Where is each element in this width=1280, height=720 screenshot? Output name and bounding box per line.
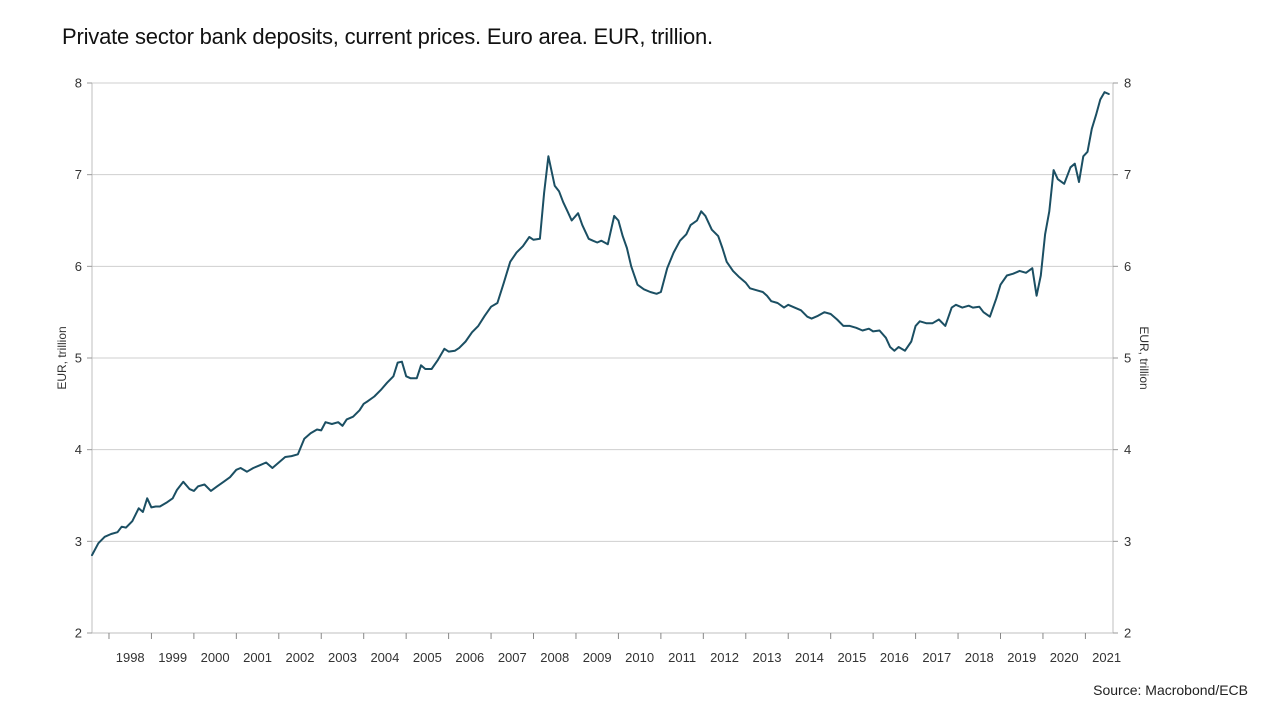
x-tick-label: 2012 — [710, 650, 739, 665]
gridlines — [92, 82, 1113, 542]
source-note: Source: Macrobond/ECB — [1093, 682, 1248, 698]
x-tick-label: 2005 — [413, 650, 442, 665]
x-tick-label: 1999 — [158, 650, 187, 665]
x-tick-label: 1998 — [116, 650, 145, 665]
x-tick-label: 2017 — [922, 650, 951, 665]
x-tick-label: 2003 — [328, 650, 357, 665]
x-tick-label: 2020 — [1050, 650, 1079, 665]
y-axis-left-ticks: 2 3 4 5 6 7 8 — [75, 76, 92, 641]
x-tick-label: 2016 — [880, 650, 909, 665]
y-tick-label-right: 6 — [1124, 259, 1131, 274]
x-tick-label: 2019 — [1007, 650, 1036, 665]
y-tick-label-left: 2 — [75, 626, 82, 641]
y-axis-right-label: EUR, trillion — [1137, 326, 1151, 389]
x-tick-label: 2009 — [583, 650, 612, 665]
y-tick-label-left: 6 — [75, 259, 82, 274]
x-tick-label: 2007 — [498, 650, 527, 665]
y-tick-label-right: 3 — [1124, 534, 1131, 549]
x-tick-label: 2004 — [370, 650, 399, 665]
series-line — [91, 91, 1110, 557]
chart-title: Private sector bank deposits, current pr… — [62, 24, 713, 49]
y-axis-right-ticks: 2 3 4 5 6 7 8 — [1113, 76, 1131, 641]
y-axis-left-label: EUR, trillion — [55, 326, 69, 389]
x-tick-label: 2014 — [795, 650, 824, 665]
x-axis-ticks: 1998 1999 2000 2001 2002 2003 2004 2005 2006 2007… — [108, 633, 1121, 665]
y-tick-label-left: 8 — [75, 76, 82, 91]
x-tick-label: 2000 — [201, 650, 230, 665]
y-tick-label-right: 4 — [1124, 442, 1131, 457]
y-tick-label-left: 5 — [75, 351, 82, 366]
x-tick-label: 2010 — [625, 650, 654, 665]
x-tick-label: 2021 — [1092, 650, 1121, 665]
x-tick-label: 2013 — [753, 650, 782, 665]
x-tick-label: 2001 — [243, 650, 272, 665]
y-tick-label-left: 7 — [75, 167, 82, 182]
x-tick-label: 2015 — [837, 650, 866, 665]
y-tick-label-right: 5 — [1124, 351, 1131, 366]
x-tick-label: 2018 — [965, 650, 994, 665]
y-tick-label-right: 2 — [1124, 626, 1131, 641]
y-tick-label-left: 4 — [75, 442, 82, 457]
y-tick-label-right: 8 — [1124, 76, 1131, 91]
x-tick-label: 2011 — [668, 650, 696, 665]
x-tick-label: 2006 — [455, 650, 484, 665]
y-tick-label-right: 7 — [1124, 167, 1131, 182]
x-tick-label: 2002 — [286, 650, 315, 665]
y-tick-label-left: 3 — [75, 534, 82, 549]
x-tick-label: 2008 — [540, 650, 569, 665]
